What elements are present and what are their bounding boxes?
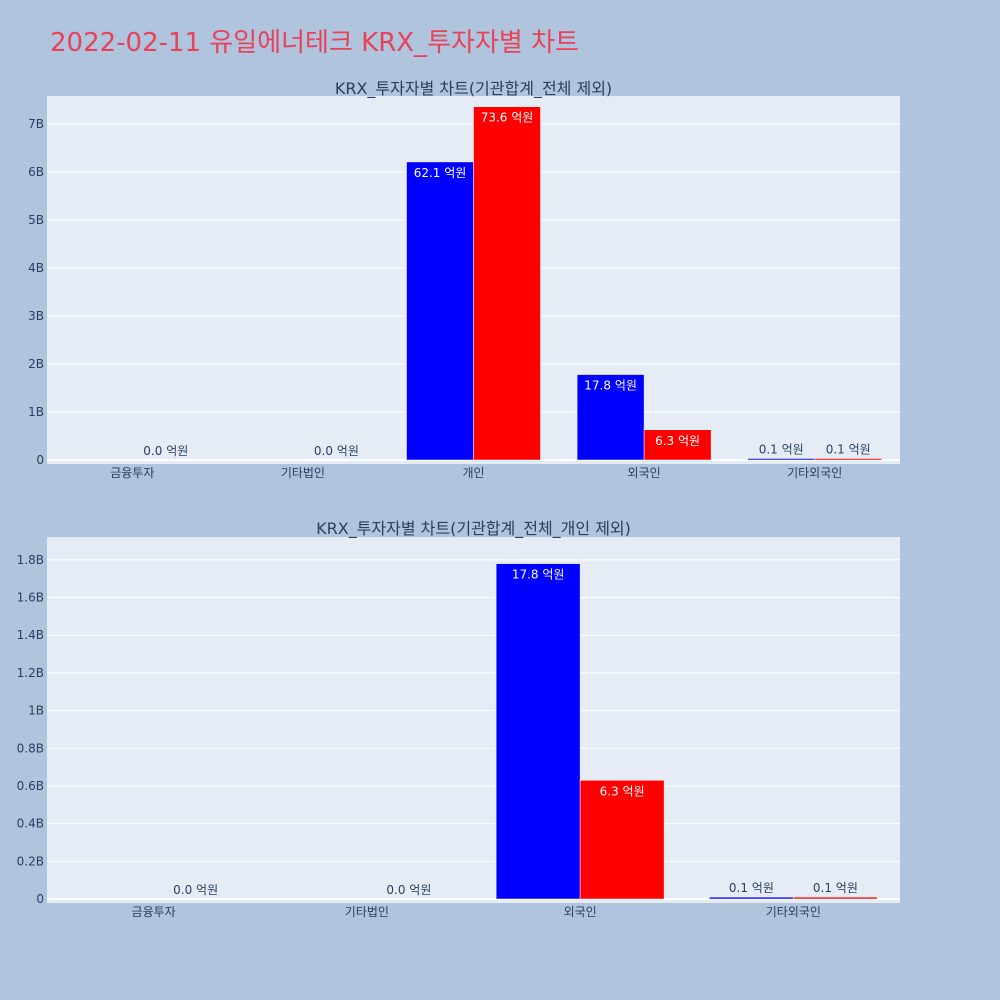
y-tick-label: 6B	[28, 165, 44, 179]
plot-area-2	[47, 537, 900, 903]
data-label: 17.8 억원	[512, 568, 565, 582]
data-label: 0.1 억원	[729, 881, 774, 895]
y-tick-label: 5B	[28, 213, 44, 227]
y-tick-label: 0.8B	[17, 741, 44, 755]
data-label: 0.0 억원	[386, 883, 431, 897]
x-tick-label: 외국인	[564, 905, 597, 919]
data-label: 6.3 억원	[655, 434, 700, 448]
data-label: 0.1 억원	[826, 443, 871, 457]
y-tick-label: 1B	[28, 405, 44, 419]
bar-series-1	[576, 374, 645, 461]
data-label: 0.0 억원	[143, 444, 188, 458]
chart-title-1: KRX_투자자별 차트(기관합계_전체 제외)	[335, 79, 612, 99]
y-tick-label: 4B	[28, 261, 44, 275]
x-tick-label: 기타외국인	[787, 466, 842, 480]
bar-series-2	[814, 458, 882, 461]
data-label: 0.1 억원	[759, 443, 804, 457]
x-tick-label: 개인	[462, 466, 484, 480]
data-label: 0.0 억원	[173, 883, 218, 897]
x-tick-label: 금융투자	[132, 905, 176, 919]
y-tick-label: 1.4B	[17, 628, 44, 642]
y-tick-label: 3B	[28, 309, 44, 323]
data-label: 6.3 억원	[600, 784, 645, 798]
data-label: 17.8 억원	[584, 379, 637, 393]
bar-series-1	[406, 161, 474, 461]
page-title: 2022-02-11 유일에너테크 KRX_투자자별 차트	[50, 28, 579, 58]
y-tick-label: 1.8B	[17, 553, 44, 567]
x-tick-label: 기타외국인	[766, 905, 821, 919]
y-tick-label: 1.6B	[17, 591, 44, 605]
bar-series-1	[747, 458, 815, 461]
bar-series-1	[709, 896, 794, 900]
y-tick-label: 0.6B	[17, 779, 44, 793]
data-label: 73.6 억원	[481, 111, 534, 125]
bar-series-1	[495, 563, 581, 900]
x-tick-label: 외국인	[628, 466, 661, 480]
y-tick-label: 7B	[28, 117, 44, 131]
bar-series-2	[473, 106, 541, 461]
y-tick-label: 2B	[28, 357, 44, 371]
data-label: 0.0 억원	[314, 444, 359, 458]
y-tick-label: 0.4B	[17, 817, 44, 831]
y-tick-label: 0.2B	[17, 854, 44, 868]
x-tick-label: 금융투자	[110, 466, 154, 480]
y-tick-label: 0	[36, 453, 44, 467]
bar-series-2	[643, 429, 712, 461]
x-tick-label: 기타법인	[345, 905, 389, 919]
x-tick-label: 기타법인	[281, 466, 325, 480]
bar-series-2	[579, 780, 665, 900]
y-tick-label: 1.2B	[17, 666, 44, 680]
y-tick-label: 1B	[28, 704, 44, 718]
y-tick-label: 0	[36, 892, 44, 906]
bar-series-2	[793, 896, 878, 900]
data-label: 62.1 억원	[414, 166, 467, 180]
chart-title-2: KRX_투자자별 차트(기관합계_전체_개인 제외)	[316, 519, 631, 539]
data-label: 0.1 억원	[813, 881, 858, 895]
